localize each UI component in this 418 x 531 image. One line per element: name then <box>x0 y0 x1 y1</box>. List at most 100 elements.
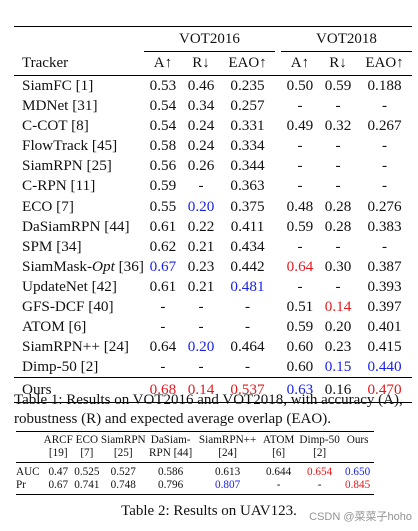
table-2-row: Pr 0.67 0.741 0.748 0.796 0.807- -0.845 <box>16 479 374 495</box>
table-1-cell: 0.24 <box>187 117 215 135</box>
tracker-name: ATOM [6] <box>22 318 87 336</box>
table-1-cell: - <box>198 318 204 336</box>
table-1-cell: 0.383 <box>367 217 402 235</box>
table-2-header-ref-cell: [6] <box>259 447 298 463</box>
table-1-row: DaSiamRPN [44] 0.61 0.22 0.411 0.59 0.28 0.383 <box>14 217 412 237</box>
table-1-row: SiamMask-Opt [36] 0.67 0.23 0.442 0.64 0.30 0.… <box>14 257 412 277</box>
cell-gap <box>274 377 281 404</box>
table-1-metric: R↓ <box>319 51 358 76</box>
table-1-cell: 0.64 <box>149 338 177 356</box>
table-1-cell: 0.20 <box>324 318 352 336</box>
table-1-cell: - <box>335 177 341 195</box>
table-1-row: SiamRPN [25] 0.56 0.26 0.344 - - - <box>14 156 412 176</box>
table-1-cell: 0.20 <box>187 338 215 356</box>
table-1-cell: 0.51 <box>286 298 314 316</box>
tracker-name: C-RPN [11] <box>22 177 96 195</box>
table-1-cell: - <box>160 358 166 376</box>
table-1-cell: 0.30 <box>324 257 352 275</box>
table-2-header-name: Dimp-50 <box>297 431 342 447</box>
table-1-cell: - <box>198 177 204 195</box>
table-1-cell: - <box>244 298 251 316</box>
table-2-cell: 0.807 <box>195 479 260 495</box>
table-1-cell: 0.434 <box>230 237 265 255</box>
table-1-cell: 0.60 <box>286 338 314 356</box>
table-1-row: SPM [34] 0.62 0.21 0.434 - - - <box>14 237 412 257</box>
table-1: Tracker VOT2016 VOT2018 A↑ R↓ EAO↑ A↑ R↓ EAO↑ Sia… <box>14 26 412 404</box>
table-1-row: Dimp-50 [2] - - - 0.60 0.15 0.440 <box>14 357 412 378</box>
table-1-cell: 0.60 <box>286 358 314 376</box>
table-1-cell: 0.411 <box>230 217 265 235</box>
table-1-cell: 0.32 <box>324 117 352 135</box>
table-2-cell: 0.741 <box>72 479 101 495</box>
table-1-cell: - <box>198 298 204 316</box>
table-1-cell: 0.464 <box>230 338 265 356</box>
table-1-row: C-COT [8] 0.54 0.24 0.331 0.49 0.32 0.267 <box>14 116 412 136</box>
table-1-cell: 0.55 <box>149 197 177 215</box>
table-2-cell: 0.527 <box>110 466 136 478</box>
table-1-cell: 0.334 <box>230 137 265 155</box>
table-1-cell: 0.481 <box>230 277 265 295</box>
watermark: CSDN @菜菜子hoho <box>309 511 412 523</box>
tracker-name: GFS-DCF [40] <box>22 298 114 316</box>
table-2-header-ref-cell: [7] <box>72 447 101 463</box>
tracker-name: DaSiamRPN [44] <box>22 217 130 235</box>
table-2-header-name: ARCF <box>43 431 73 447</box>
table-1-cell: 0.48 <box>286 197 314 215</box>
table-1-cell: - <box>297 277 303 295</box>
table-1-cell: - <box>244 358 251 376</box>
table-1-cell: 0.442 <box>230 257 265 275</box>
table-1-group-vot2016: VOT2016 <box>143 26 275 52</box>
table-2-cell: 0.613 <box>215 466 241 478</box>
table-1-cell: 0.54 <box>149 97 177 115</box>
table-1-cell: 0.59 <box>324 77 352 94</box>
table-2-header-ref-cell <box>341 447 374 463</box>
table-1-cell: 0.344 <box>230 157 265 175</box>
table-1-cell: 0.23 <box>187 257 215 275</box>
table-1-cell: 0.14 <box>324 298 352 316</box>
table-1-cell: - <box>382 97 388 115</box>
table-2-header-name: ECO <box>72 431 101 447</box>
table-1-cell: 0.375 <box>230 197 265 215</box>
table-1-cell: 0.53 <box>149 77 177 94</box>
table-1-row: ATOM [6] - - - 0.59 0.20 0.401 <box>14 317 412 337</box>
tracker-name: SiamMask-Opt [36] <box>22 257 144 275</box>
tracker-name: SiamFC [1] <box>22 77 94 94</box>
table-1-cell: 0.387 <box>367 257 402 275</box>
table-1-header-tracker: Tracker <box>14 26 144 76</box>
table-1-row: MDNet [31] 0.54 0.34 0.257 - - - <box>14 96 412 116</box>
table-2-header-ref-cell: [25] <box>100 447 146 463</box>
table-2-cell: 0.748 <box>100 479 146 495</box>
table-1-metric: R↓ <box>181 51 221 76</box>
table-1-cell: - <box>160 318 166 336</box>
table-1-cell: 0.415 <box>367 338 402 356</box>
table-1-cell: 0.267 <box>367 117 402 135</box>
table-1-row: GFS-DCF [40] - - - 0.51 0.14 0.397 <box>14 297 412 317</box>
table-1-cell: - <box>297 237 303 255</box>
table-1-cell: 0.235 <box>230 77 265 94</box>
table-2: ARCF ECO SiamRPN DaSiam- SiamRPN++ ATOM Dimp-5… <box>16 431 374 495</box>
table-2-header-ref-cell: [19] <box>43 447 73 463</box>
table-2-cell: - <box>297 479 342 495</box>
table-2-cell: 0.654 <box>307 466 333 478</box>
table-2-caption: Table 2: Results on UAV123. <box>121 503 297 519</box>
tracker-name: SiamRPN++ [24] <box>22 338 129 356</box>
table-2-header-ref: [19] [7] [25] RPN [44] [24] [6] [2] <box>16 447 374 463</box>
table-1-header-metrics: A↑ R↓ EAO↑ A↑ R↓ EAO↑ <box>14 51 412 76</box>
table-1-cell: 0.34 <box>187 97 215 115</box>
table-1-cell: 0.401 <box>367 318 402 336</box>
table-1-cell: 0.188 <box>367 77 402 94</box>
table-1-cell: 0.363 <box>230 177 265 195</box>
table-2-cell: 0.586 <box>158 466 184 478</box>
table-1-metric-gap <box>274 51 281 76</box>
table-2-row-label: Pr <box>16 479 44 495</box>
tracker-name: MDNet [31] <box>22 97 98 115</box>
table-2-header-ref-cell: [2] <box>297 447 342 463</box>
table-1-cell: - <box>160 298 166 316</box>
table-2-header-name: SiamRPN++ <box>195 431 260 447</box>
table-1-cell: - <box>335 237 341 255</box>
table-2-row: AUC 0.47 0.525 0.527 0.586 0.613 0.644 0.654 0.6… <box>16 463 374 480</box>
table-1-caption: Table 1: Results on VOT2016 and VOT2018,… <box>14 392 403 427</box>
table-1-cell: 0.28 <box>324 197 352 215</box>
table-1-cell: 0.470 <box>357 377 412 404</box>
table-1-metric: EAO↑ <box>357 51 412 76</box>
